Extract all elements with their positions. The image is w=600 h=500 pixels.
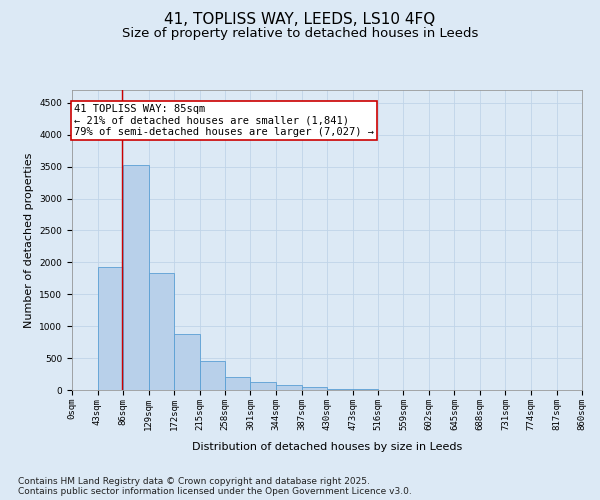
- Text: Contains public sector information licensed under the Open Government Licence v3: Contains public sector information licen…: [18, 488, 412, 496]
- Y-axis label: Number of detached properties: Number of detached properties: [24, 152, 34, 328]
- Bar: [225, 377, 251, 390]
- Bar: [327, 388, 353, 390]
- Bar: [174, 334, 199, 390]
- Text: 41, TOPLISS WAY, LEEDS, LS10 4FQ: 41, TOPLISS WAY, LEEDS, LS10 4FQ: [164, 12, 436, 28]
- Bar: [123, 164, 149, 390]
- Text: Distribution of detached houses by size in Leeds: Distribution of detached houses by size …: [192, 442, 462, 452]
- Bar: [97, 267, 123, 390]
- Bar: [199, 360, 225, 390]
- Bar: [302, 388, 327, 390]
- Text: Size of property relative to detached houses in Leeds: Size of property relative to detached ho…: [122, 28, 478, 40]
- Bar: [251, 382, 276, 390]
- Bar: [149, 273, 174, 390]
- Bar: [276, 385, 302, 390]
- Text: Contains HM Land Registry data © Crown copyright and database right 2025.: Contains HM Land Registry data © Crown c…: [18, 478, 370, 486]
- Text: 41 TOPLISS WAY: 85sqm
← 21% of detached houses are smaller (1,841)
79% of semi-d: 41 TOPLISS WAY: 85sqm ← 21% of detached …: [74, 104, 374, 137]
